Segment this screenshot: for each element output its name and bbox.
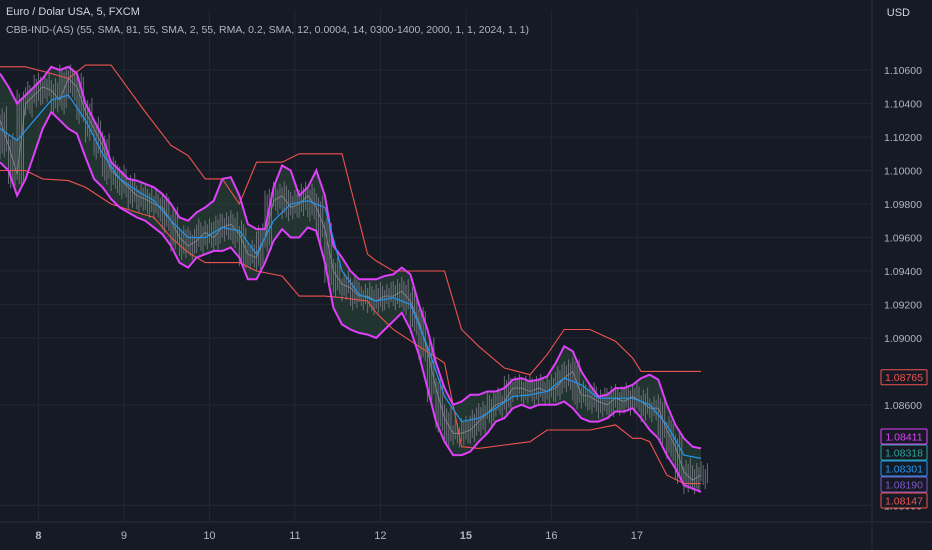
price-tick-label: 1.09800 (884, 199, 922, 211)
price-label-text: 1.08411 (885, 431, 922, 443)
price-label-box[interactable] (880, 369, 928, 386)
price-label-text: 1.08301 (885, 463, 923, 475)
basis-line (0, 94, 702, 459)
price-tick-label: 1.09200 (884, 299, 922, 311)
price-label-box[interactable] (880, 428, 928, 445)
price-label-box[interactable] (880, 460, 928, 477)
time-tick-label: 12 (374, 530, 386, 542)
symbol-title[interactable]: Euro / Dolar USA, 5, FXCM (6, 6, 140, 18)
price-label-text: 1.08318 (885, 447, 923, 459)
price-tick-label: 1.10200 (884, 132, 922, 144)
price-label-box[interactable] (880, 476, 928, 493)
inner-upper-band-line (0, 65, 702, 450)
price-label-text: 1.08190 (885, 479, 923, 491)
time-tick-label: 16 (545, 530, 557, 542)
time-tick-label: 15 (460, 530, 472, 542)
time-tick-label: 10 (203, 530, 215, 542)
price-tick-label: 1.10600 (884, 65, 922, 77)
price-tick-label: 1.10400 (884, 99, 922, 111)
time-tick-label: 11 (289, 530, 300, 542)
indicator-label[interactable]: CBB-IND-(AS) (55, SMA, 81, 55, SMA, 2, 5… (6, 24, 529, 36)
currency-label: USD (886, 7, 910, 19)
price-tick-label: 1.09400 (884, 266, 922, 278)
price-tick-label: 1.08600 (884, 400, 922, 412)
price-label-box[interactable] (880, 444, 928, 461)
price-tick-label: 1.10000 (884, 166, 922, 178)
time-tick-label: 17 (631, 530, 643, 542)
price-label-text: 1.08147 (885, 495, 923, 507)
time-tick-label: 8 (35, 530, 41, 542)
inner-lower-band-line (0, 110, 702, 493)
price-tick-label: 1.09000 (884, 333, 922, 345)
outer-upper-band-line (0, 64, 701, 376)
price-label-text: 1.08765 (885, 372, 923, 384)
time-tick-label: 9 (121, 530, 127, 542)
outer-lower-band-line (0, 169, 701, 485)
price-series-line (0, 77, 702, 481)
price-label-box[interactable] (880, 492, 928, 509)
price-tick-label: 1.09600 (884, 232, 922, 244)
